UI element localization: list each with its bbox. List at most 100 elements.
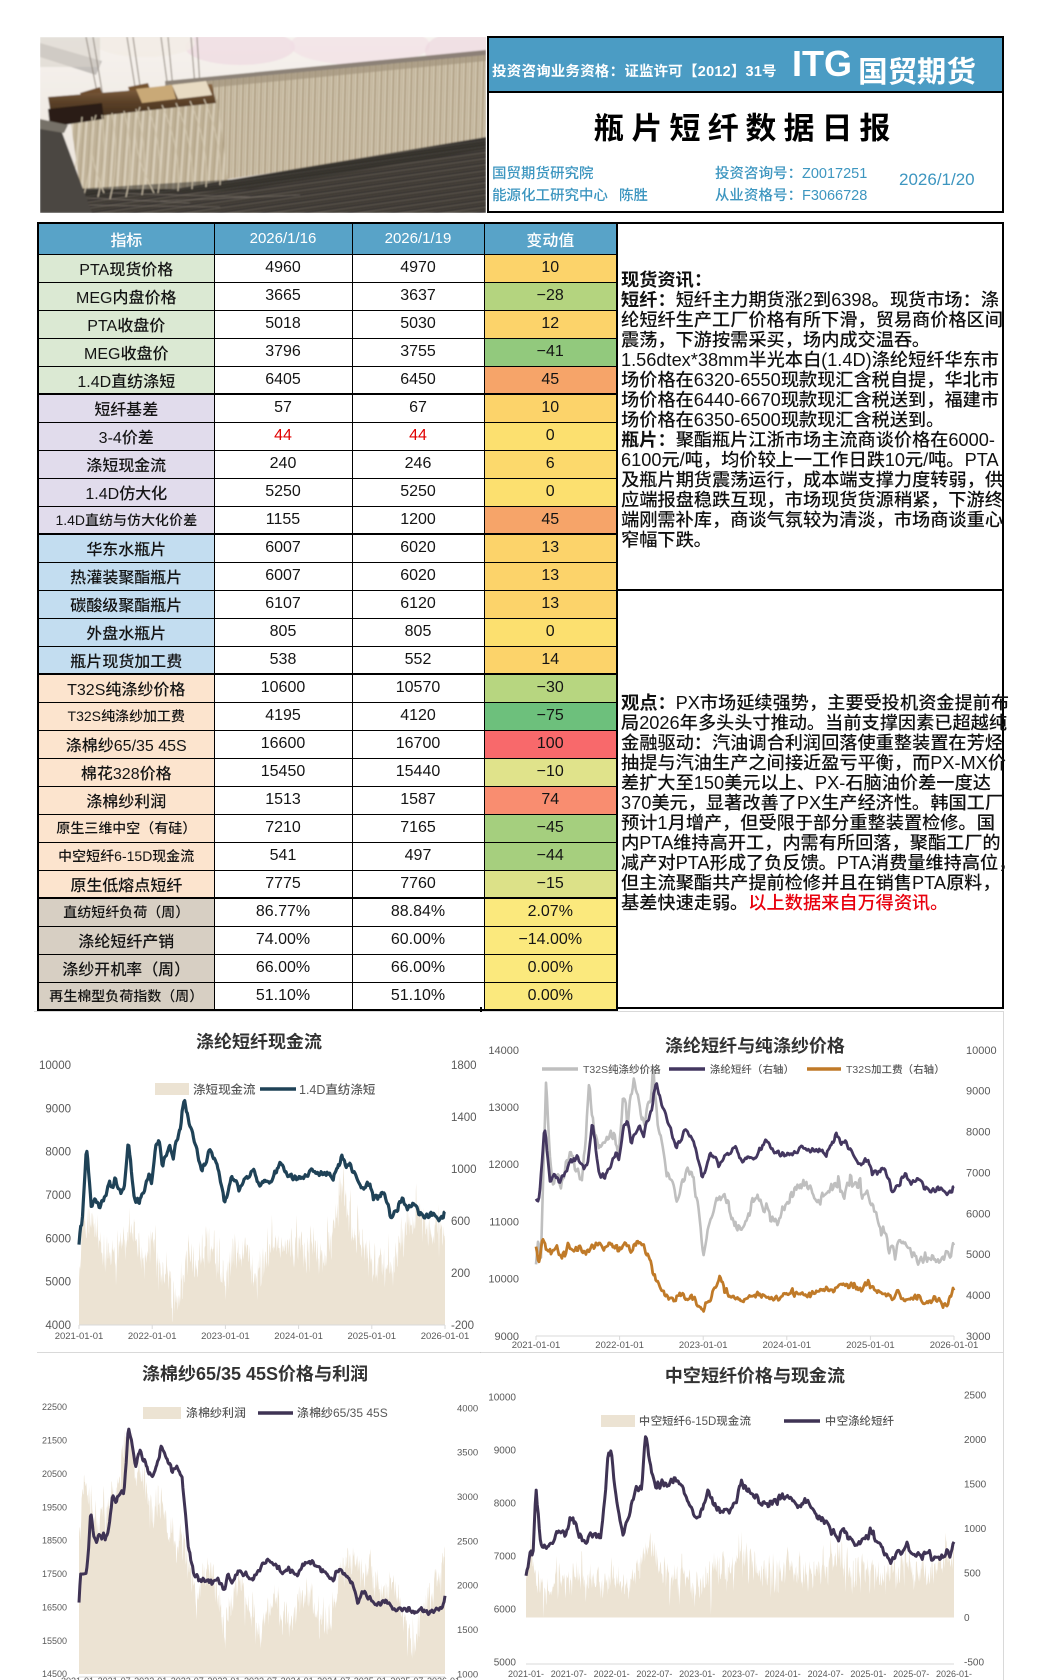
svg-text:1000: 1000 bbox=[964, 1524, 987, 1535]
svg-text:2024-01-01: 2024-01-01 bbox=[762, 1340, 811, 1351]
svg-text:2025-01-01: 2025-01-01 bbox=[846, 1340, 895, 1351]
svg-text:0: 0 bbox=[964, 1613, 970, 1624]
svg-text:中空涤纶短纤: 中空涤纶短纤 bbox=[825, 1415, 894, 1428]
svg-text:8000: 8000 bbox=[966, 1127, 990, 1139]
svg-text:2021-01-: 2021-01- bbox=[61, 1676, 97, 1680]
svg-text:1000: 1000 bbox=[457, 1669, 478, 1680]
svg-text:1.4D直纺涤短: 1.4D直纺涤短 bbox=[299, 1083, 375, 1097]
svg-text:11000: 11000 bbox=[489, 1217, 519, 1229]
svg-text:2021-07-: 2021-07- bbox=[551, 1669, 587, 1679]
svg-text:2022-01-: 2022-01- bbox=[134, 1676, 170, 1680]
svg-text:10000: 10000 bbox=[966, 1045, 997, 1057]
svg-text:-500: -500 bbox=[964, 1658, 984, 1669]
svg-text:10000: 10000 bbox=[488, 1393, 516, 1404]
svg-text:21500: 21500 bbox=[42, 1436, 67, 1446]
svg-text:1500: 1500 bbox=[457, 1625, 478, 1636]
svg-text:2026-01-01: 2026-01-01 bbox=[930, 1340, 979, 1351]
svg-text:-200: -200 bbox=[451, 1320, 474, 1332]
svg-text:2025-01-01: 2025-01-01 bbox=[347, 1331, 396, 1342]
svg-text:2023-01-: 2023-01- bbox=[679, 1669, 715, 1679]
svg-text:5000: 5000 bbox=[966, 1249, 990, 1261]
svg-text:2024-01-01: 2024-01-01 bbox=[274, 1331, 323, 1342]
svg-text:2025-01-: 2025-01- bbox=[354, 1676, 390, 1680]
svg-text:中空短纤价格与现金流: 中空短纤价格与现金流 bbox=[665, 1366, 845, 1386]
svg-text:2023-07-: 2023-07- bbox=[722, 1669, 758, 1679]
svg-text:涤纶短纤（右轴）: 涤纶短纤（右轴） bbox=[710, 1063, 794, 1076]
svg-text:2022-07-: 2022-07- bbox=[636, 1669, 672, 1679]
svg-text:1500: 1500 bbox=[964, 1480, 987, 1491]
svg-text:2500: 2500 bbox=[964, 1391, 987, 1402]
svg-text:4000: 4000 bbox=[966, 1290, 990, 1302]
svg-text:涤棉纱65/35 45S价格与利润: 涤棉纱65/35 45S价格与利润 bbox=[142, 1364, 368, 1384]
svg-text:涤棉纱利润: 涤棉纱利润 bbox=[186, 1406, 246, 1420]
svg-text:12000: 12000 bbox=[488, 1159, 519, 1171]
svg-text:2023-01-: 2023-01- bbox=[207, 1676, 243, 1680]
svg-text:2021-01-01: 2021-01-01 bbox=[512, 1340, 561, 1351]
svg-text:2025-01-: 2025-01- bbox=[850, 1669, 886, 1679]
svg-text:涤棉纱65/35 45S: 涤棉纱65/35 45S bbox=[297, 1406, 388, 1420]
svg-text:4000: 4000 bbox=[45, 1320, 71, 1332]
svg-text:2021-07-: 2021-07- bbox=[98, 1676, 134, 1680]
svg-text:8000: 8000 bbox=[45, 1147, 71, 1159]
svg-text:15500: 15500 bbox=[42, 1636, 67, 1646]
svg-text:T32S加工费（右轴）: T32S加工费（右轴） bbox=[846, 1063, 945, 1076]
svg-text:1800: 1800 bbox=[451, 1060, 477, 1072]
svg-text:2025-07-: 2025-07- bbox=[893, 1669, 929, 1679]
svg-text:2026-01-01: 2026-01-01 bbox=[421, 1331, 470, 1342]
svg-text:2024-01-: 2024-01- bbox=[281, 1676, 317, 1680]
svg-text:9000: 9000 bbox=[495, 1331, 519, 1343]
svg-text:4000: 4000 bbox=[457, 1403, 478, 1414]
svg-text:2024-07-: 2024-07- bbox=[808, 1669, 844, 1679]
svg-text:2024-07-: 2024-07- bbox=[317, 1676, 353, 1680]
svg-text:7000: 7000 bbox=[494, 1552, 517, 1563]
svg-text:18500: 18500 bbox=[42, 1536, 67, 1546]
svg-text:1400: 1400 bbox=[451, 1112, 477, 1124]
svg-text:涤短现金流: 涤短现金流 bbox=[193, 1082, 256, 1097]
svg-text:500: 500 bbox=[964, 1569, 981, 1580]
svg-text:T32S纯涤纱价格: T32S纯涤纱价格 bbox=[583, 1063, 661, 1076]
svg-text:17500: 17500 bbox=[42, 1569, 67, 1579]
svg-text:7000: 7000 bbox=[45, 1190, 71, 1202]
svg-text:2500: 2500 bbox=[457, 1536, 478, 1547]
svg-text:14000: 14000 bbox=[488, 1045, 519, 1057]
svg-text:2023-07-: 2023-07- bbox=[244, 1676, 280, 1680]
svg-text:20500: 20500 bbox=[42, 1469, 67, 1479]
svg-text:9000: 9000 bbox=[494, 1446, 517, 1457]
svg-text:2022-07-: 2022-07- bbox=[171, 1676, 207, 1680]
svg-text:14500: 14500 bbox=[42, 1669, 67, 1679]
svg-text:19500: 19500 bbox=[42, 1502, 67, 1512]
svg-text:2023-01-01: 2023-01-01 bbox=[679, 1340, 728, 1351]
svg-text:2023-01-01: 2023-01-01 bbox=[201, 1331, 250, 1342]
svg-text:2021-01-: 2021-01- bbox=[508, 1669, 544, 1679]
svg-text:2025-07-: 2025-07- bbox=[390, 1676, 426, 1680]
svg-text:2022-01-01: 2022-01-01 bbox=[595, 1340, 644, 1351]
svg-text:10000: 10000 bbox=[39, 1060, 71, 1072]
svg-text:1000: 1000 bbox=[451, 1164, 477, 1176]
svg-text:16500: 16500 bbox=[42, 1602, 67, 1612]
svg-text:9000: 9000 bbox=[45, 1103, 71, 1115]
svg-text:9000: 9000 bbox=[966, 1086, 990, 1098]
svg-text:5000: 5000 bbox=[494, 1658, 517, 1669]
svg-text:3500: 3500 bbox=[457, 1448, 478, 1459]
svg-text:10000: 10000 bbox=[488, 1274, 519, 1286]
svg-text:6000: 6000 bbox=[45, 1233, 71, 1245]
svg-text:7000: 7000 bbox=[966, 1167, 990, 1179]
svg-text:22500: 22500 bbox=[42, 1402, 67, 1412]
svg-text:8000: 8000 bbox=[494, 1499, 517, 1510]
svg-text:涤纶短纤与纯涤纱价格: 涤纶短纤与纯涤纱价格 bbox=[665, 1036, 845, 1056]
svg-text:6000: 6000 bbox=[494, 1605, 517, 1616]
svg-text:13000: 13000 bbox=[488, 1102, 519, 1114]
svg-text:涤纶短纤现金流: 涤纶短纤现金流 bbox=[196, 1032, 322, 1052]
svg-text:2021-01-01: 2021-01-01 bbox=[55, 1331, 104, 1342]
svg-text:2022-01-01: 2022-01-01 bbox=[128, 1331, 177, 1342]
svg-text:200: 200 bbox=[451, 1268, 470, 1280]
svg-text:2026-01-: 2026-01- bbox=[427, 1676, 463, 1680]
svg-text:2024-01-: 2024-01- bbox=[765, 1669, 801, 1679]
svg-text:2000: 2000 bbox=[964, 1435, 987, 1446]
svg-text:3000: 3000 bbox=[457, 1492, 478, 1503]
svg-text:2000: 2000 bbox=[457, 1581, 478, 1592]
svg-text:2026-01-: 2026-01- bbox=[936, 1669, 972, 1679]
svg-text:6000: 6000 bbox=[966, 1208, 990, 1220]
svg-text:5000: 5000 bbox=[45, 1277, 71, 1289]
svg-text:600: 600 bbox=[451, 1216, 470, 1228]
